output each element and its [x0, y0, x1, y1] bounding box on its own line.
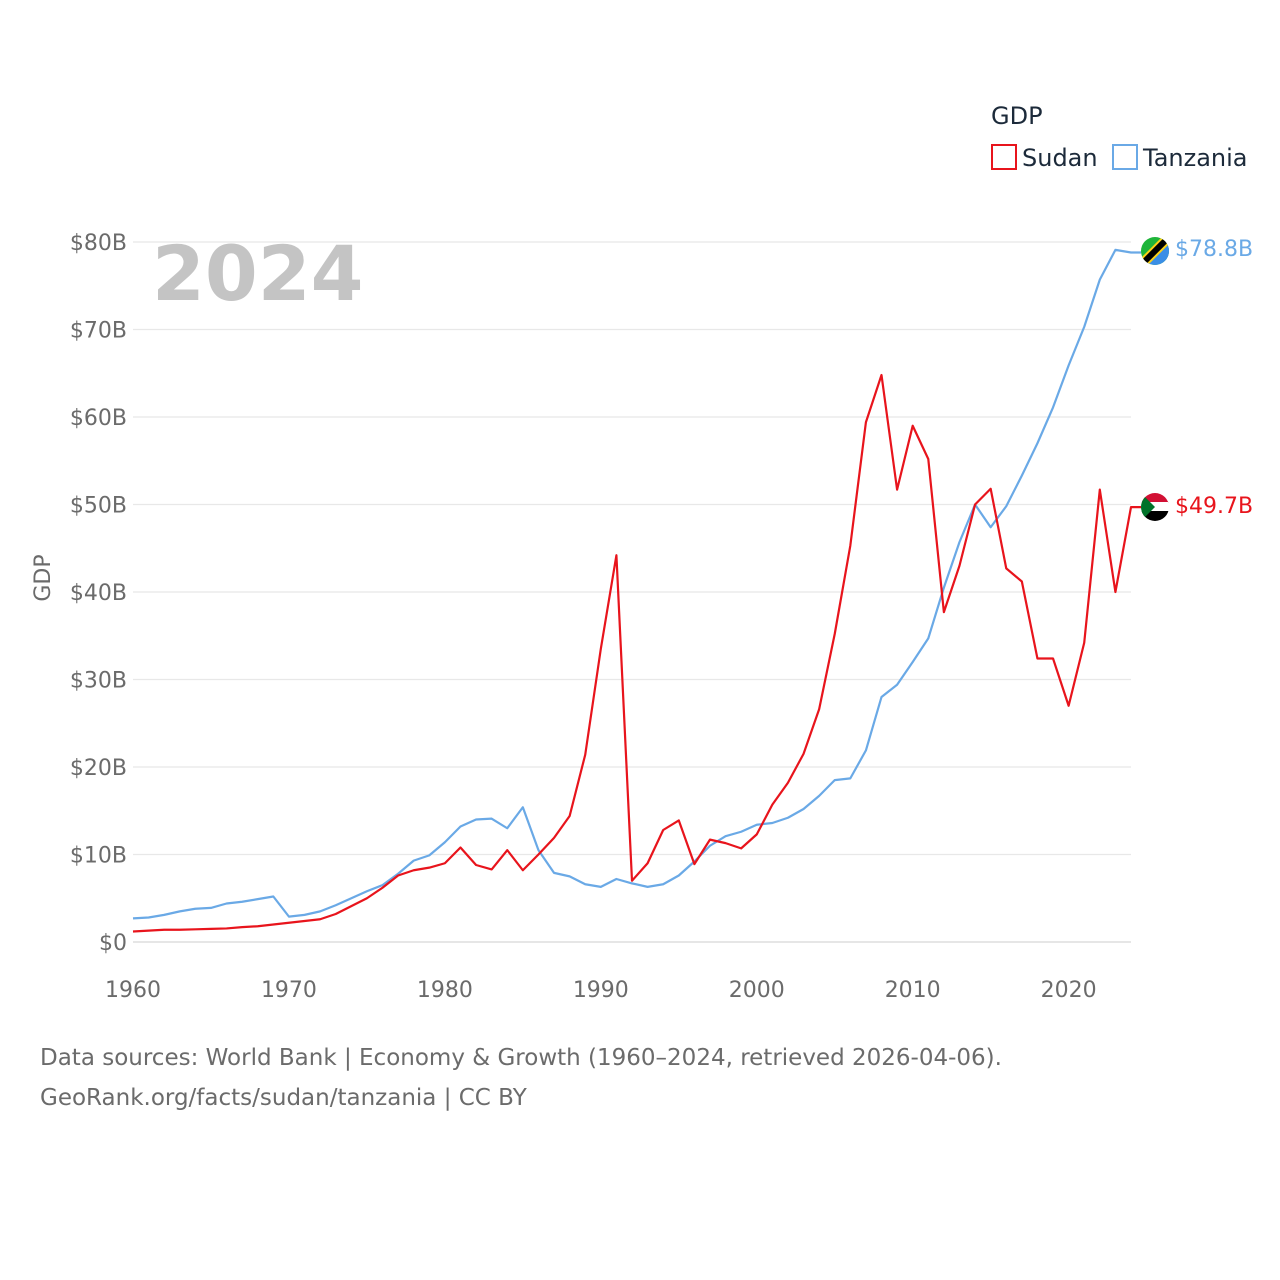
y-tick-label: $20B: [70, 756, 127, 781]
y-tick-label: $40B: [70, 581, 127, 606]
y-axis-title: GDP: [31, 554, 56, 601]
sudan-flag-icon: [1141, 493, 1169, 521]
year-label: 2024: [152, 229, 364, 318]
legend-swatch-tanzania: [1112, 144, 1138, 170]
legend-swatch-sudan: [991, 144, 1017, 170]
y-tick-label: $80B: [70, 231, 127, 256]
y-tick-label: $60B: [70, 406, 127, 431]
tanzania-end-label: $78.8B: [1175, 237, 1253, 262]
x-tick-label: 1990: [573, 978, 629, 1003]
series-lines: [132, 248, 1141, 933]
footer-sources: Data sources: World Bank | Economy & Gro…: [40, 1045, 1002, 1071]
y-tick-label: $10B: [70, 844, 127, 869]
legend-label-sudan: Sudan: [1022, 144, 1098, 172]
x-tick-label: 2010: [885, 978, 941, 1003]
sudan-end-label: $49.7B: [1175, 494, 1253, 519]
series-line-sudan[interactable]: [132, 373, 1141, 933]
x-tick-label: 1960: [105, 978, 161, 1003]
x-tick-label: 2000: [729, 978, 785, 1003]
legend[interactable]: GDP Sudan Tanzania: [991, 102, 1248, 172]
y-tick-label: $0: [99, 931, 127, 956]
x-axis-ticks: 1960 1970 1980 1990 2000 2010 2020: [105, 978, 1097, 1003]
x-tick-label: 2020: [1041, 978, 1097, 1003]
x-tick-label: 1980: [417, 978, 473, 1003]
legend-title: GDP: [991, 102, 1043, 130]
series-line-tanzania[interactable]: [132, 248, 1141, 920]
footer-attribution[interactable]: GeoRank.org/facts/sudan/tanzania | CC BY: [40, 1085, 527, 1111]
y-axis-ticks: $0 $10B $20B $30B $40B $50B $60B $70B $80B: [70, 231, 127, 956]
y-tick-label: $50B: [70, 494, 127, 519]
legend-item-tanzania[interactable]: Tanzania: [1112, 144, 1248, 172]
tanzania-flag-icon: [1141, 237, 1169, 265]
gridlines: [133, 241, 1131, 943]
y-tick-label: $70B: [70, 319, 127, 344]
legend-item-sudan[interactable]: Sudan: [991, 144, 1098, 172]
legend-label-tanzania: Tanzania: [1142, 144, 1248, 172]
x-tick-label: 1970: [261, 978, 317, 1003]
y-tick-label: $30B: [70, 669, 127, 694]
